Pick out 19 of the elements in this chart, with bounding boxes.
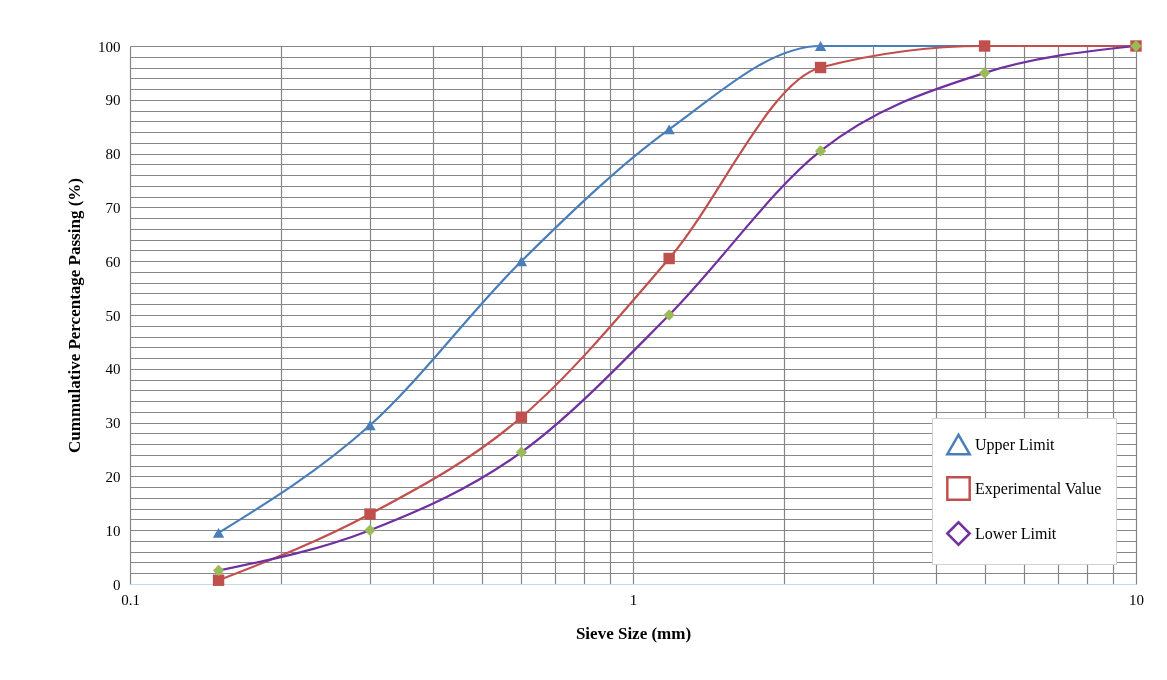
y-tick-label: 60 [105, 253, 121, 270]
y-tick-label: 80 [105, 146, 121, 163]
y-axis-title: Cummulative Percentage Passing (%) [65, 178, 84, 453]
y-tick-label: 30 [105, 415, 121, 432]
x-tick-label: 1 [629, 591, 638, 608]
legend-label: Lower Limit [975, 524, 1057, 542]
x-axis-title: Sieve Size (mm) [575, 623, 692, 643]
y-tick-label: 10 [105, 522, 121, 539]
y-tick-label: 90 [105, 92, 121, 109]
y-tick-label: 0 [113, 576, 121, 593]
y-tick-label: 100 [98, 38, 121, 55]
y-tick-label: 70 [105, 199, 121, 216]
y-tick-label: 40 [105, 361, 121, 378]
legend-label: Upper Limit [975, 435, 1056, 454]
x-tick-label: 0.1 [121, 591, 140, 608]
legend-label: Experimental Value [975, 479, 1102, 498]
x-tick-label: 10 [1129, 591, 1144, 608]
y-tick-label: 50 [105, 307, 121, 324]
y-tick-label: 20 [105, 468, 121, 485]
